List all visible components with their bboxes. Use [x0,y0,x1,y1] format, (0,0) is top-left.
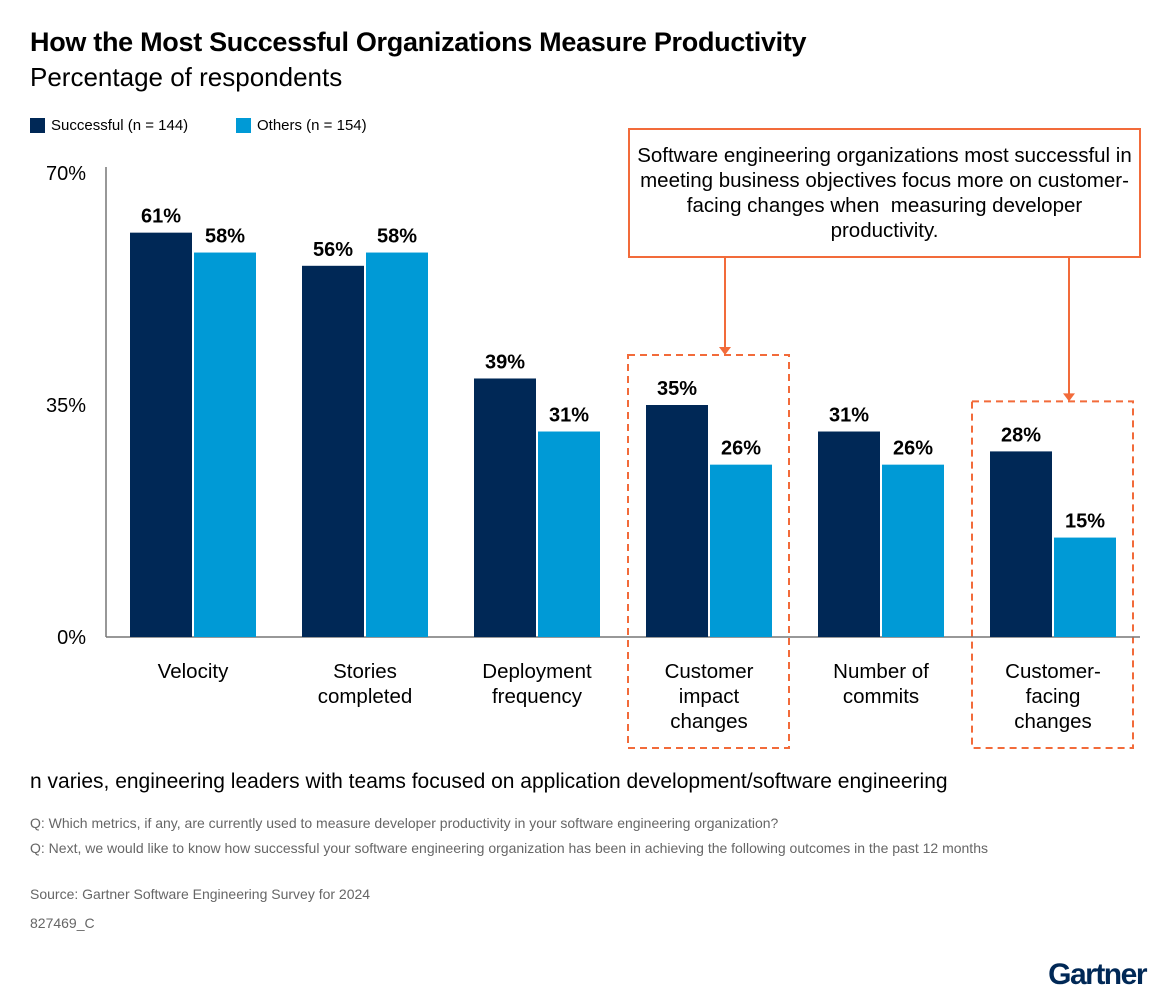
x-tick-label: Velocity [158,660,229,683]
legend-label: Others (n = 154) [257,117,367,134]
data-label: 58% [205,226,245,248]
chart-subtitle: Percentage of respondents [30,62,343,92]
x-tick-label: Customer- [1005,660,1101,683]
annotation-callout: Software engineering organizations most … [628,128,1141,258]
annotation-arrowhead [719,347,731,355]
x-tick-label: frequency [492,685,583,708]
bar-successful [130,232,192,637]
data-label: 15% [1065,511,1105,533]
annotation-text: Software engineering organizations most … [637,144,1138,242]
x-tick-label: changes [1014,710,1092,733]
bar-successful [474,378,536,637]
chart-title: How the Most Successful Organizations Me… [30,27,807,57]
bar-others [194,252,256,638]
y-tick-label: 35% [46,395,86,417]
data-label: 35% [657,378,697,400]
bar-successful [818,431,880,637]
data-label: 56% [313,239,353,261]
bar-others [882,464,944,637]
footnote-source: Source: Gartner Software Engineering Sur… [30,886,371,902]
bar-others [366,252,428,638]
legend-swatch-successful [30,118,45,133]
x-tick-label: completed [318,685,413,708]
x-tick-label: impact [679,685,740,708]
data-label: 31% [829,405,869,427]
y-tick-label: 70% [46,163,86,185]
bar-chart: 0% 35% 70% 61% 58% Velocity 56% 58% Storiescompl… [46,163,1140,749]
footnote-question-1: Q: Which metrics, if any, are currently … [30,815,779,831]
bar-successful [646,405,708,637]
data-label: 28% [1001,424,1041,446]
data-label: 26% [893,438,933,460]
x-tick-label: facing [1026,685,1081,708]
x-tick-label: changes [670,710,748,733]
legend-item-successful: Successful (n = 144) [30,117,188,134]
x-tick-label: Customer [665,660,754,683]
bar-others [1054,537,1116,637]
bar-successful [302,265,364,637]
legend-label: Successful (n = 144) [51,117,189,134]
x-tick-label: commits [843,685,919,708]
legend-item-others: Others (n = 154) [236,117,367,134]
bar-others [710,464,772,637]
y-tick-label: 0% [57,627,86,649]
footnote-id: 827469_C [30,915,95,931]
data-label: 26% [721,438,761,460]
sample-note: n varies, engineering leaders with teams… [30,770,948,793]
x-tick-label: Stories [333,660,397,683]
gartner-logo: Gartner [1048,958,1147,991]
annotation-arrowhead [1063,393,1075,402]
data-label: 61% [141,206,181,228]
data-label: 31% [549,405,589,427]
x-tick-label: Number of [833,660,929,683]
legend-swatch-others [236,118,251,133]
bar-successful [990,451,1052,637]
data-label: 58% [377,226,417,248]
bar-others [538,431,600,637]
footnote-question-2: Q: Next, we would like to know how succe… [30,840,988,856]
data-label: 39% [485,351,525,373]
highlight-box [971,400,1134,749]
x-tick-label: Deployment [482,660,592,683]
